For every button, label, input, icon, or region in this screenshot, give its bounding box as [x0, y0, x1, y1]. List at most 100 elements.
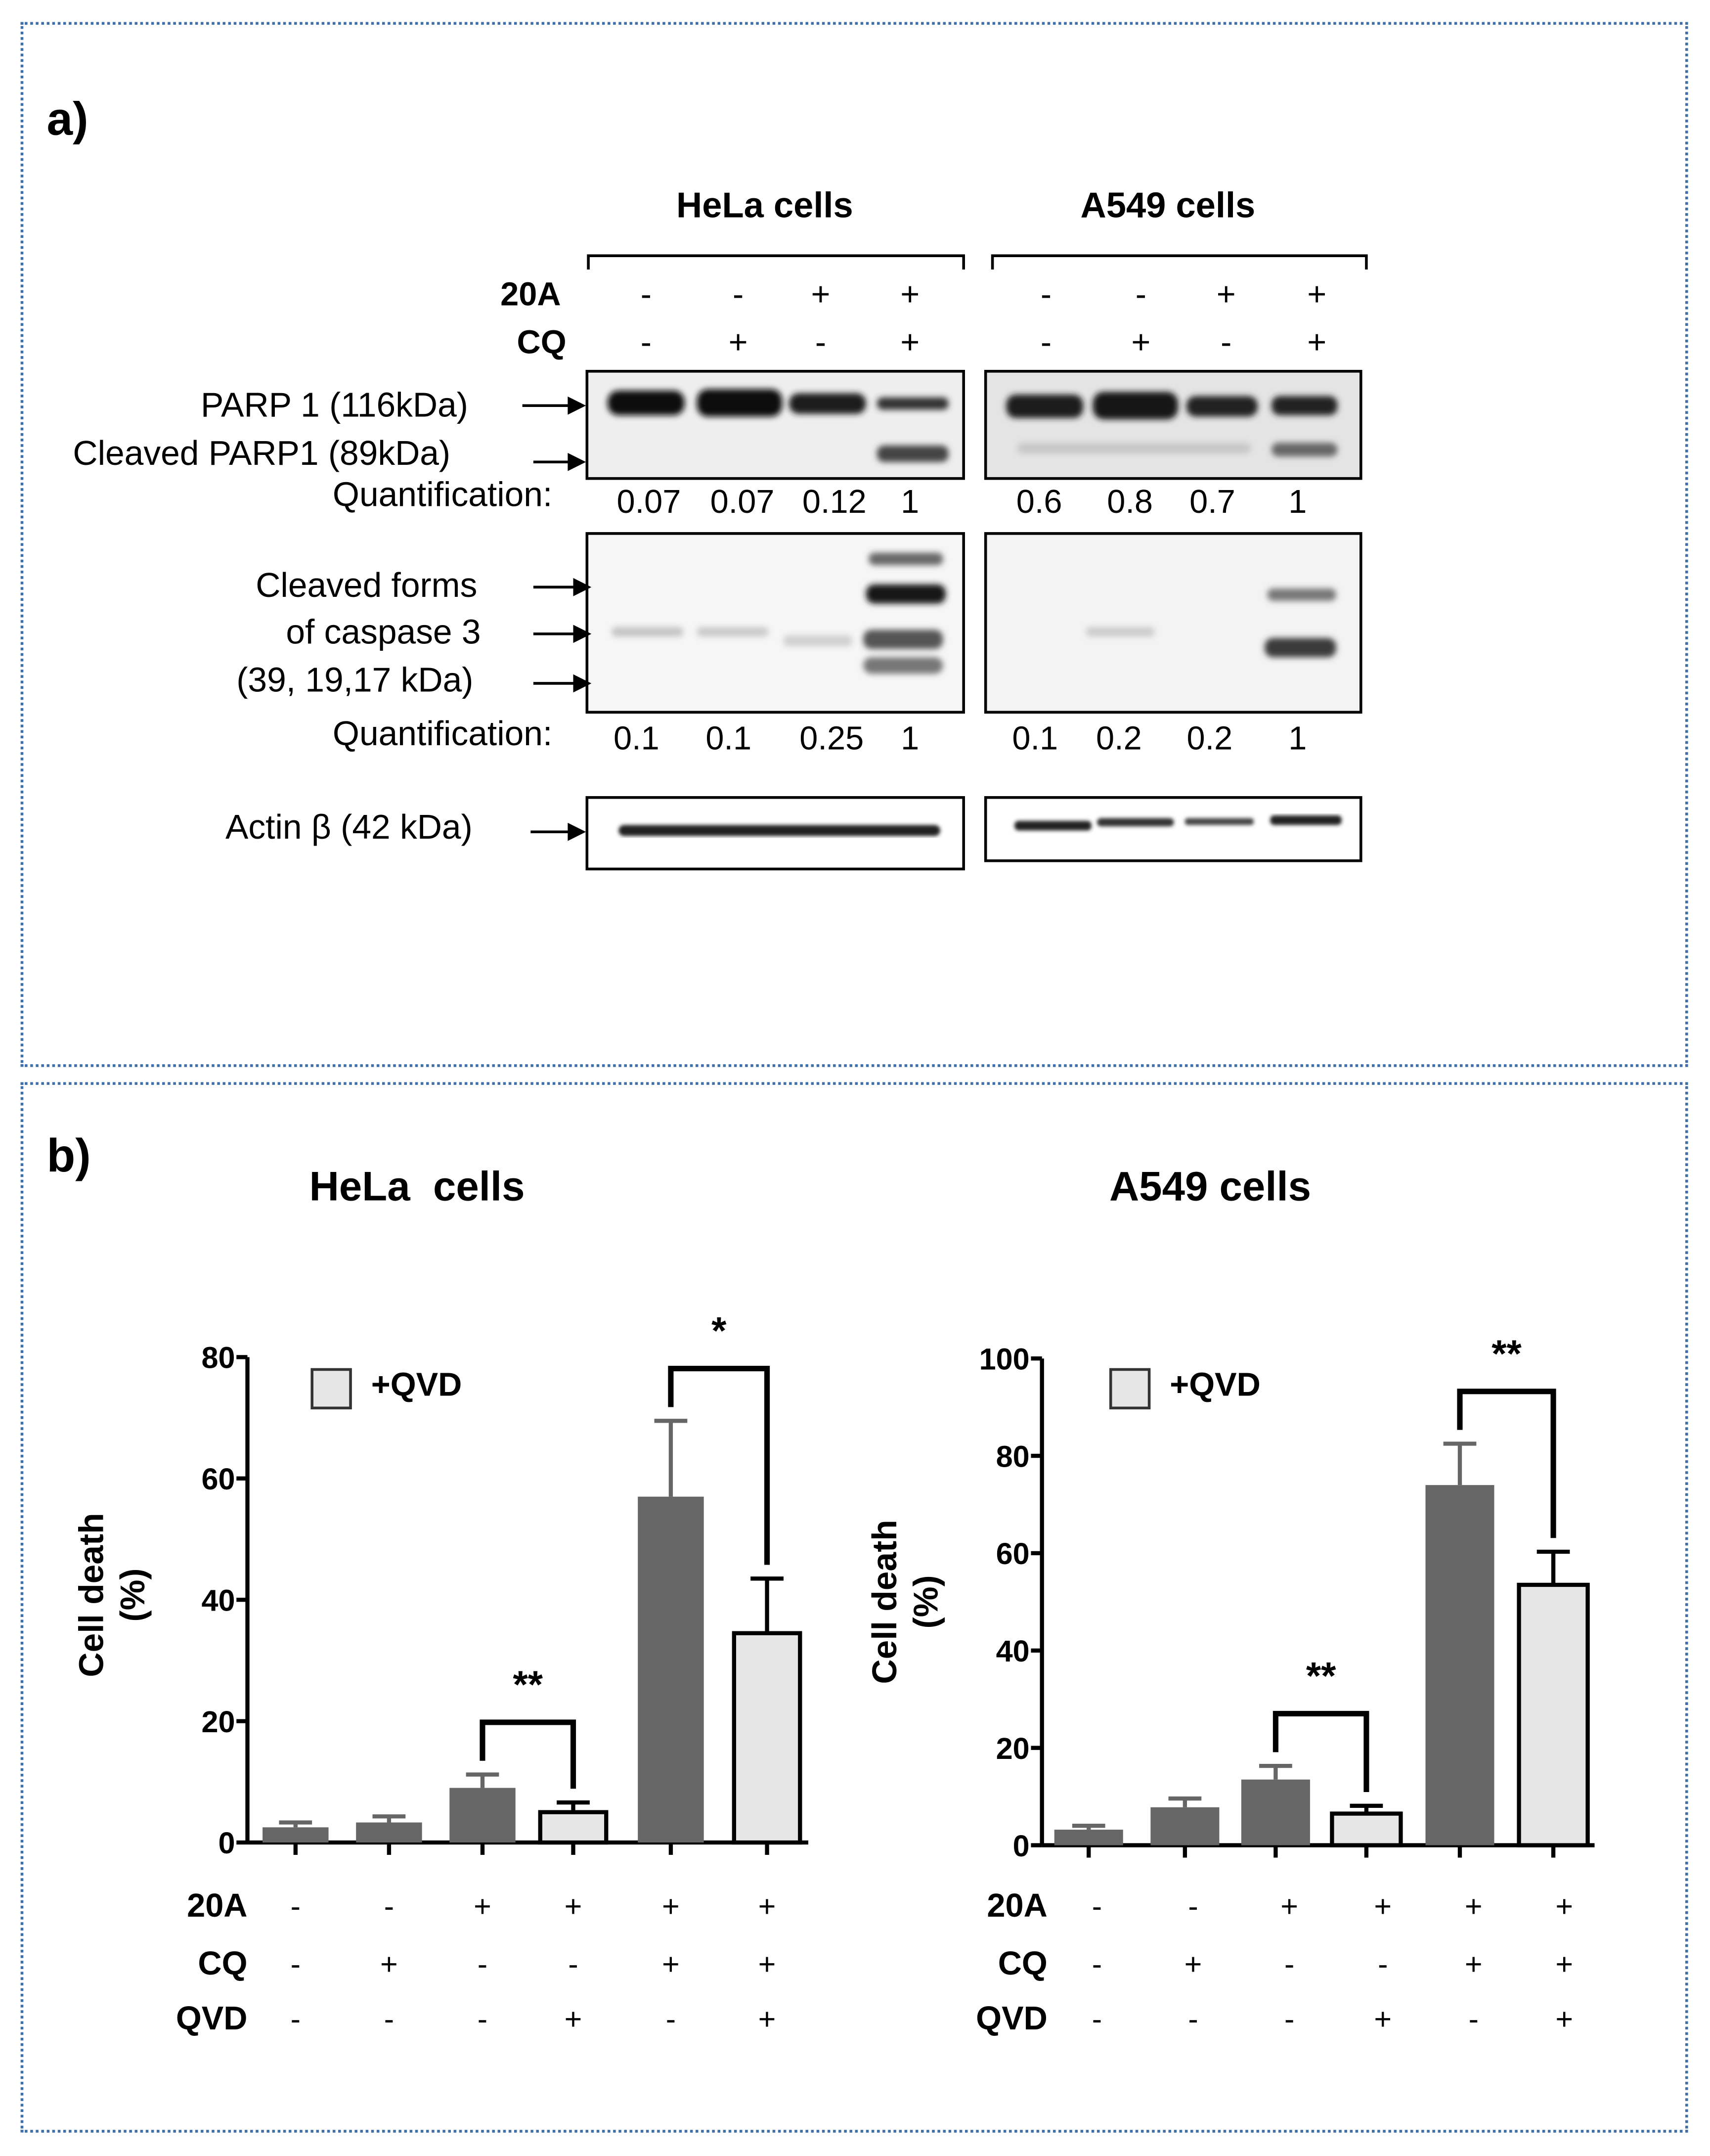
hela-table-sign: +: [474, 1889, 491, 1924]
quant-parp-a549: 1: [1288, 484, 1307, 521]
hela-y-tick-label: 60: [201, 1462, 235, 1496]
quant-parp-hela: 1: [901, 484, 920, 521]
a549-bar: [1425, 1485, 1494, 1845]
hela-20a-sign: -: [733, 276, 744, 314]
hela-table-sign: -: [665, 2002, 676, 2037]
caspase-band: [1086, 627, 1155, 637]
panel-b-label: b): [46, 1130, 91, 1183]
hela-bar: [356, 1822, 422, 1843]
hela-table-sign: +: [662, 1889, 680, 1924]
quant-caspase-hela: 0.1: [705, 720, 752, 758]
hela-table-sign: +: [758, 2002, 776, 2037]
a549-cq-sign: -: [1221, 324, 1232, 362]
hela-table-sign: +: [662, 1947, 680, 1981]
a549-table-sign: -: [1378, 1947, 1388, 1981]
hela-bar: [263, 1827, 329, 1843]
parp-blot-a549: [984, 369, 1362, 480]
hela-20a-sign: -: [640, 276, 652, 314]
hela-table-sign: -: [568, 1947, 578, 1981]
hela-bar: [538, 1810, 609, 1845]
a549-significance-stars: **: [1491, 1333, 1522, 1375]
hela-legend-label: +QVD: [371, 1366, 462, 1404]
hela-cq-sign: -: [640, 324, 652, 362]
quant-caspase-a549: 1: [1288, 720, 1307, 758]
hela-table-sign: +: [564, 2002, 582, 2037]
a549-legend-swatch: [1109, 1368, 1151, 1410]
actin-band: [1014, 821, 1092, 831]
a549-20a-sign: -: [1040, 276, 1052, 314]
parp-band: [877, 397, 949, 410]
a549-20a-sign: -: [1135, 276, 1147, 314]
hela-bracket: [587, 254, 965, 270]
a549-bar: [1517, 1582, 1590, 1847]
a549-table-sign: -: [1092, 2002, 1102, 2037]
a549-table-sign: +: [1555, 1889, 1574, 1924]
caspase-band: [1267, 588, 1336, 601]
hela-bar: [638, 1496, 704, 1843]
a549-table-sign: +: [1184, 1947, 1202, 1981]
a549-cq-sign: -: [1040, 324, 1052, 362]
a549-table-sign: +: [1280, 1889, 1299, 1924]
a549-table-sign: -: [1188, 1889, 1198, 1924]
hela-20a-sign: +: [811, 276, 831, 314]
parp-band: [1006, 395, 1084, 418]
hela-table-sign: +: [564, 1889, 582, 1924]
parp-band: [608, 390, 685, 415]
caspase-band: [612, 627, 683, 637]
a549-significance-bracket: [1457, 1389, 1556, 1538]
quant-caspase-hela: 1: [901, 720, 920, 758]
a549-legend-label: +QVD: [1170, 1366, 1261, 1404]
quant-parp-a549: 0.7: [1189, 484, 1235, 521]
cleaved-parp1-label: Cleaved PARP1 (89kDa): [73, 434, 451, 473]
caspase-blot-a549: [984, 532, 1362, 714]
hela-significance-stars: *: [711, 1310, 727, 1352]
quant-parp-a549: 0.8: [1107, 484, 1153, 521]
a549-table-sign: +: [1555, 2002, 1574, 2037]
a549-significance-stars: **: [1306, 1655, 1336, 1697]
faint-band: [1017, 443, 1251, 454]
western-blot-images: [522, 369, 1362, 871]
hela-table-sign: -: [477, 2002, 488, 2037]
quant-caspase-a549: 0.2: [1186, 720, 1233, 758]
hela-table-sign: -: [477, 1947, 488, 1981]
parp1-label: PARP 1 (116kDa): [200, 386, 468, 425]
hela-cq-sign: -: [815, 324, 827, 362]
a549-cq-sign: +: [1131, 324, 1151, 362]
hela-significance-bracket: [480, 1719, 576, 1789]
a549-table-sign: -: [1188, 2002, 1198, 2037]
hela-significance-stars: **: [513, 1663, 543, 1706]
caspase-band: [863, 629, 943, 649]
a549-table-sign: -: [1468, 2002, 1479, 2037]
caspase-band: [863, 657, 943, 674]
hela-y-tick-label: 20: [201, 1705, 235, 1739]
actin-band: [618, 825, 940, 836]
quant-parp-hela: 0.12: [802, 484, 867, 521]
caspase-band: [697, 627, 769, 637]
quant-caspase-hela: 0.1: [614, 720, 659, 758]
parp-band: [1186, 396, 1258, 417]
hela-legend-swatch: [310, 1368, 352, 1410]
a549-table-sign: +: [1464, 1947, 1483, 1981]
caspase-label-line3: (39, 19,17 kDa): [236, 661, 474, 700]
a549-significance-bracket: [1272, 1710, 1369, 1793]
quant-parp-a549: 0.6: [1016, 484, 1062, 521]
hela-table-sign: +: [380, 1947, 398, 1981]
a549-bracket: [991, 254, 1368, 270]
hela-significance-bracket: [668, 1366, 770, 1565]
hela-y-tick-label: 0: [218, 1826, 235, 1860]
hela-table-sign: -: [290, 1947, 301, 1981]
actin-band: [1096, 818, 1174, 827]
a549-table-row-label: QVD: [976, 2000, 1048, 2038]
a549-20a-sign: +: [1307, 276, 1327, 314]
quant-caspase-hela: 0.25: [799, 720, 864, 758]
caspase-band: [866, 584, 946, 604]
cleaved-parp-band: [1272, 443, 1338, 457]
row-label-20a: 20A: [500, 276, 561, 314]
a549-group-header: A549 cells: [1080, 184, 1256, 226]
a549-bar: [1054, 1830, 1123, 1845]
hela-bar: [449, 1788, 516, 1843]
quant-caspase-a549: 0.2: [1096, 720, 1142, 758]
hela-cq-sign: +: [900, 324, 920, 362]
hela-table-sign: -: [384, 2002, 395, 2037]
a549-table-sign: -: [1284, 2002, 1295, 2037]
